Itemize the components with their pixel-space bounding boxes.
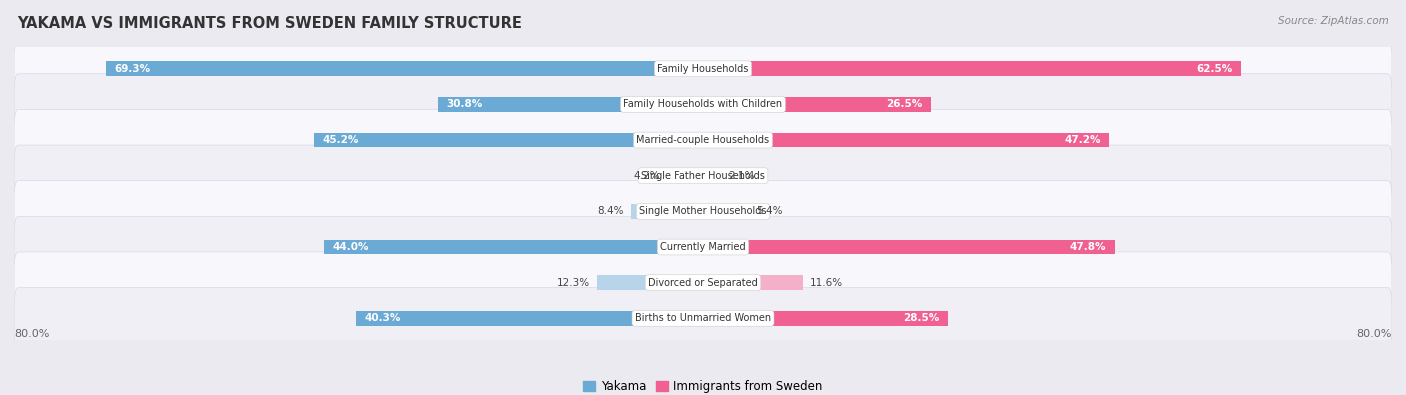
Bar (703, 168, 721, 183)
Text: 45.2%: 45.2% (322, 135, 359, 145)
Text: 62.5%: 62.5% (1197, 64, 1233, 74)
Bar (437, 97, 703, 112)
Bar (323, 240, 703, 254)
FancyBboxPatch shape (14, 74, 1392, 135)
Bar (703, 204, 749, 219)
FancyBboxPatch shape (14, 288, 1392, 349)
Text: Currently Married: Currently Married (661, 242, 745, 252)
Bar (356, 311, 703, 325)
Text: Family Households: Family Households (658, 64, 748, 74)
Text: 5.4%: 5.4% (756, 206, 783, 216)
Bar (631, 204, 703, 219)
Text: YAKAMA VS IMMIGRANTS FROM SWEDEN FAMILY STRUCTURE: YAKAMA VS IMMIGRANTS FROM SWEDEN FAMILY … (17, 16, 522, 31)
Bar (703, 311, 949, 325)
Text: Single Mother Households: Single Mother Households (640, 206, 766, 216)
FancyBboxPatch shape (14, 252, 1392, 313)
Text: 47.8%: 47.8% (1070, 242, 1107, 252)
FancyBboxPatch shape (14, 181, 1392, 242)
Text: 80.0%: 80.0% (1357, 329, 1392, 339)
Text: 26.5%: 26.5% (886, 100, 922, 109)
Text: 12.3%: 12.3% (557, 278, 591, 288)
Text: Married-couple Households: Married-couple Households (637, 135, 769, 145)
Text: 30.8%: 30.8% (446, 100, 482, 109)
Bar (703, 240, 1115, 254)
Text: Single Father Households: Single Father Households (641, 171, 765, 181)
Text: 47.2%: 47.2% (1064, 135, 1101, 145)
Text: 44.0%: 44.0% (333, 242, 370, 252)
Text: 4.2%: 4.2% (634, 171, 659, 181)
Text: 80.0%: 80.0% (14, 329, 49, 339)
Bar (703, 97, 931, 112)
Text: Source: ZipAtlas.com: Source: ZipAtlas.com (1278, 16, 1389, 26)
Text: 11.6%: 11.6% (810, 278, 844, 288)
Bar (703, 133, 1109, 147)
Text: Divorced or Separated: Divorced or Separated (648, 278, 758, 288)
Text: 8.4%: 8.4% (598, 206, 624, 216)
Text: 40.3%: 40.3% (364, 313, 401, 324)
FancyBboxPatch shape (14, 109, 1392, 171)
Text: 2.1%: 2.1% (728, 171, 755, 181)
FancyBboxPatch shape (14, 145, 1392, 207)
FancyBboxPatch shape (14, 216, 1392, 278)
Bar (703, 275, 803, 290)
Text: 69.3%: 69.3% (115, 64, 150, 74)
Bar (314, 133, 703, 147)
Legend: Yakama, Immigrants from Sweden: Yakama, Immigrants from Sweden (578, 376, 828, 395)
Text: 28.5%: 28.5% (904, 313, 939, 324)
Bar (107, 62, 703, 76)
Text: Births to Unmarried Women: Births to Unmarried Women (636, 313, 770, 324)
Bar (598, 275, 703, 290)
Bar (666, 168, 703, 183)
Bar (703, 62, 1241, 76)
FancyBboxPatch shape (14, 38, 1392, 100)
Text: Family Households with Children: Family Households with Children (623, 100, 783, 109)
